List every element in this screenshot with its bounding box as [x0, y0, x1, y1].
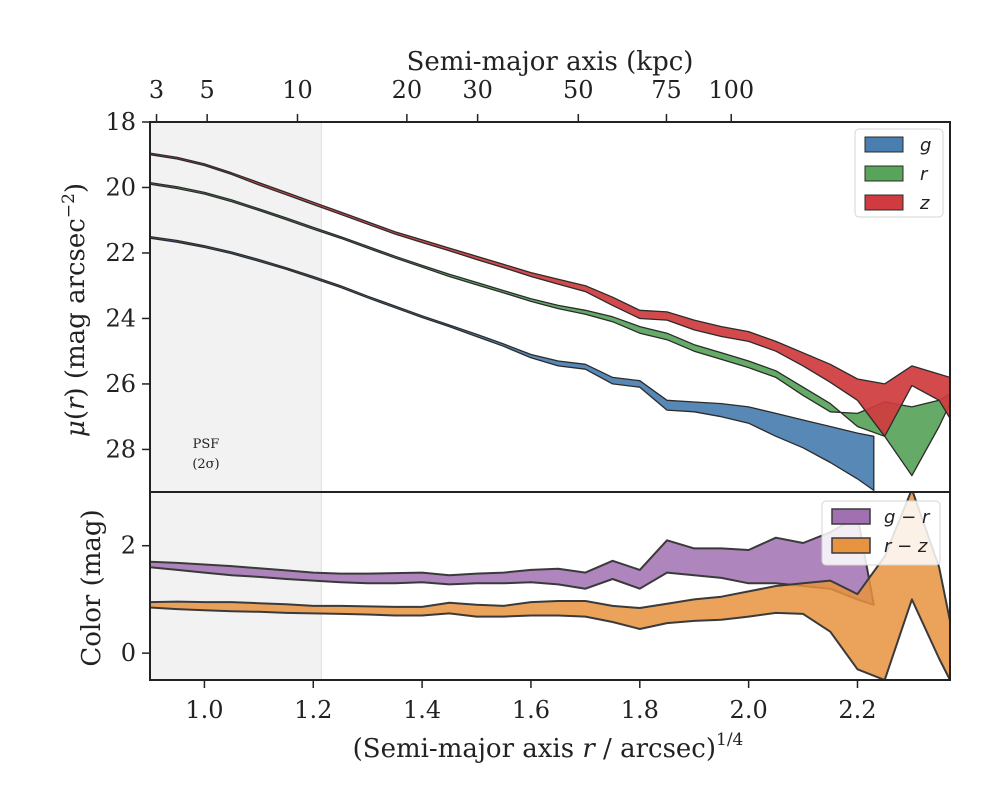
y-tick-label: 22: [105, 239, 136, 267]
top-x-tick-label: 75: [651, 76, 682, 104]
bottom-y-ticks: 02: [121, 532, 150, 667]
ylabel-exponent: −2: [59, 193, 79, 218]
ylabel-r: r: [61, 396, 91, 410]
x-tick-label: 1.8: [621, 696, 659, 724]
ylabel-paren: (: [61, 410, 91, 420]
x-tick-label: 1.0: [185, 696, 223, 724]
psf-shade-top: [149, 121, 322, 493]
top-x-tick-label: 50: [563, 76, 594, 104]
legend-swatch-g: [864, 136, 904, 153]
legend-label-g_minus_r: g − r: [884, 507, 931, 528]
ylabel-paren-close: ): [61, 387, 91, 397]
bottom-x-ticks: 1.0 1.2 1.4 1.6 1.8 2.0 2.2: [185, 680, 877, 724]
bottom-panel-frame: [149, 491, 951, 681]
y-tick-label: 20: [105, 173, 136, 201]
y-tick-label: 0: [121, 639, 136, 667]
legend-label-r: r: [920, 164, 929, 185]
xlabel-mid: / arcsec): [595, 734, 716, 764]
psf-shade-bottom: [149, 491, 322, 681]
top-y-ticks: 18 20 22 24 26 28: [105, 108, 150, 463]
bottom-x-axis-title: (Semi-major axis r / arcsec)1/4: [353, 730, 744, 764]
top-x-tick-label: 100: [708, 76, 754, 104]
ylabel-close: ): [61, 183, 91, 193]
top-x-tick-label: 30: [462, 76, 493, 104]
top-x-tick-label: 3: [149, 76, 164, 104]
xlabel-prefix: (Semi-major axis: [353, 734, 583, 764]
legend-swatch-r: [864, 165, 904, 182]
top-x-tick-label: 20: [392, 76, 423, 104]
y-tick-label: 24: [105, 304, 136, 332]
top-x-ticks-kpc: 3 5 10 20 30 50 75 100: [149, 76, 754, 122]
top-x-tick-label: 5: [200, 76, 215, 104]
legend-swatch-g_minus_r: [831, 508, 871, 525]
legend-label-z: z: [919, 193, 930, 214]
legend-label-r_minus_z: r − z: [884, 536, 928, 557]
top-x-tick-label: 10: [282, 76, 313, 104]
legend-swatch-r_minus_z: [831, 537, 871, 554]
legend-swatch-z: [864, 194, 904, 211]
psf-label-line2: (2σ): [192, 457, 219, 472]
y-tick-label: 26: [105, 370, 136, 398]
legend-label-g: g: [920, 135, 931, 156]
band-g: [150, 235, 875, 492]
bottom-y-axis-title: Color (mag): [77, 509, 107, 666]
x-tick-label: 2.0: [730, 696, 768, 724]
y-tick-label: 28: [105, 435, 136, 463]
top-axis-title: Semi-major axis (kpc): [407, 47, 694, 77]
bottom-legend: g − r r − z: [821, 500, 941, 566]
y-tick-label: 18: [105, 108, 136, 136]
top-legend: grz: [854, 128, 944, 218]
ylabel-mu: μ: [61, 420, 91, 437]
band-r: [150, 181, 950, 477]
surface-brightness-series: [150, 152, 950, 492]
x-tick-label: 1.4: [403, 696, 441, 724]
color-series: [150, 492, 950, 680]
xlabel-r: r: [582, 734, 596, 764]
band-r_minus_z: [150, 492, 950, 680]
xlabel-exponent: 1/4: [716, 730, 743, 750]
band-z: [150, 152, 950, 437]
y-tick-label: 2: [121, 532, 136, 560]
x-tick-label: 2.2: [838, 696, 876, 724]
ylabel-unit: (mag arcsec: [61, 218, 91, 387]
top-y-axis-title: μ(r) (mag arcsec−2): [59, 183, 91, 437]
x-tick-label: 1.2: [294, 696, 332, 724]
x-tick-label: 1.6: [512, 696, 550, 724]
psf-label-line1: PSF: [193, 437, 220, 452]
